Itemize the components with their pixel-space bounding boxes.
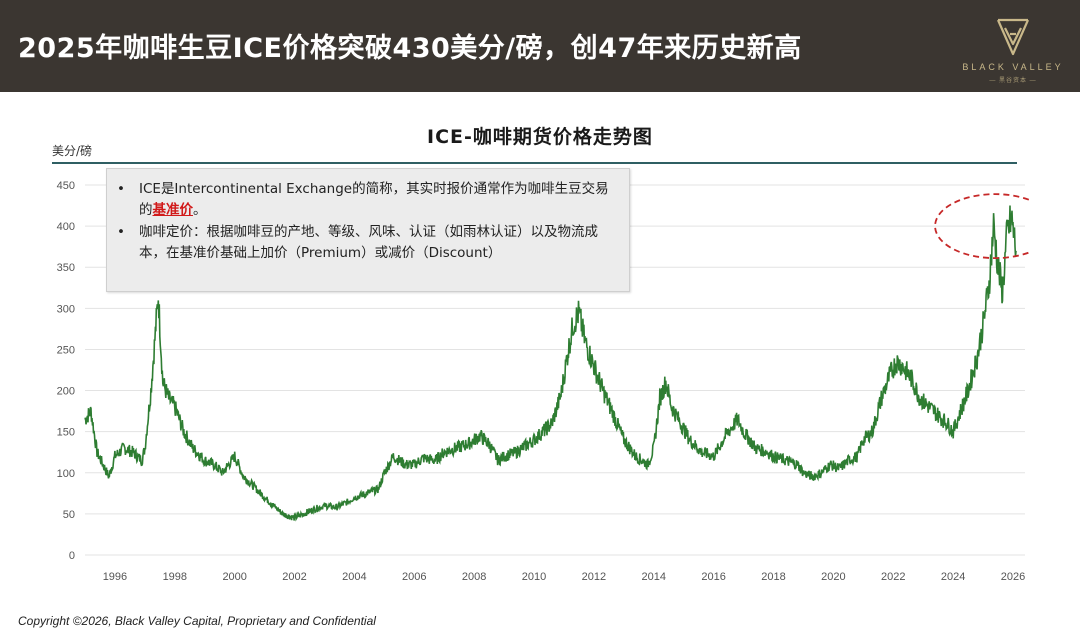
logo-mark-icon <box>996 18 1030 56</box>
x-tick-2024: 2024 <box>941 571 965 583</box>
logo-text: BLACK VALLEY <box>962 62 1064 72</box>
y-tick-labels: 0 50 100 150 200 250 300 350 400 450 <box>57 180 75 562</box>
y-tick-100: 100 <box>57 468 75 480</box>
chart-title: ICE-咖啡期货价格走势图 <box>427 126 653 148</box>
x-tick-2018: 2018 <box>761 571 785 583</box>
price-chart: 0 50 100 150 200 250 300 350 400 450 1996 1998 2000… <box>57 180 1030 583</box>
x-tick-2000: 2000 <box>222 571 246 583</box>
x-tick-1996: 1996 <box>103 571 127 583</box>
title-banner: 2025年咖啡生豆ICE价格突破430美分/磅，创47年来历史新高 BLACK … <box>0 0 1080 92</box>
bullet-2: • <box>117 224 125 240</box>
x-tick-2016: 2016 <box>701 571 725 583</box>
x-tick-2026: 2026 <box>1001 571 1025 583</box>
x-tick-2010: 2010 <box>522 571 546 583</box>
copyright-footer: Copyright ©2026, Black Valley Capital, P… <box>18 614 376 628</box>
x-tick-1998: 1998 <box>163 571 187 583</box>
y-tick-450: 450 <box>57 180 75 192</box>
y-tick-200: 200 <box>57 386 75 398</box>
note-ice-text: ICE是Intercontinental Exchange的简称，其实时报价通常… <box>117 179 617 221</box>
bullet-1: • <box>117 181 125 197</box>
y-tick-350: 350 <box>57 262 75 274</box>
chart-top-rule <box>52 162 1017 164</box>
x-tick-2008: 2008 <box>462 571 486 583</box>
x-tick-2012: 2012 <box>582 571 606 583</box>
x-tick-2014: 2014 <box>642 571 666 583</box>
x-tick-2020: 2020 <box>821 571 845 583</box>
note-pricing-text: 咖啡定价：根据咖啡豆的产地、等级、风味、认证（如雨林认证）以及物流成本，在基准价… <box>139 224 598 261</box>
note-ice-prefix: ICE是Intercontinental Exchange的简称，其实时报价通常… <box>139 181 609 218</box>
y-tick-150: 150 <box>57 427 75 439</box>
logo-subtext: — 黑谷资本 — <box>989 78 1037 84</box>
x-tick-2002: 2002 <box>282 571 306 583</box>
coffee-price-line <box>84 205 1017 522</box>
x-tick-2004: 2004 <box>342 571 366 583</box>
note-pricing: • 咖啡定价：根据咖啡豆的产地、等级、风味、认证（如雨林认证）以及物流成本，在基… <box>117 222 617 264</box>
note-ice: • ICE是Intercontinental Exchange的简称，其实时报价… <box>117 179 617 221</box>
note-ice-suffix: 。 <box>193 202 207 218</box>
y-axis-unit-label: 美分/磅 <box>52 144 93 158</box>
banner-title: 2025年咖啡生豆ICE价格突破430美分/磅，创47年来历史新高 <box>18 33 802 64</box>
benchmark-price-highlight: 基准价 <box>152 202 194 218</box>
black-valley-logo: BLACK VALLEY — 黑谷资本 — <box>958 14 1068 86</box>
x-tick-labels: 1996 1998 2000 2002 2004 2006 2008 2010 2012 2014… <box>103 571 1026 583</box>
y-tick-0: 0 <box>69 550 75 562</box>
y-tick-300: 300 <box>57 303 75 315</box>
y-tick-50: 50 <box>63 509 75 521</box>
peak-highlight-ellipse <box>934 193 1030 260</box>
notes-box: • ICE是Intercontinental Exchange的简称，其实时报价… <box>106 168 630 292</box>
y-tick-250: 250 <box>57 344 75 356</box>
x-tick-2022: 2022 <box>881 571 905 583</box>
x-tick-2006: 2006 <box>402 571 426 583</box>
y-tick-400: 400 <box>57 221 75 233</box>
